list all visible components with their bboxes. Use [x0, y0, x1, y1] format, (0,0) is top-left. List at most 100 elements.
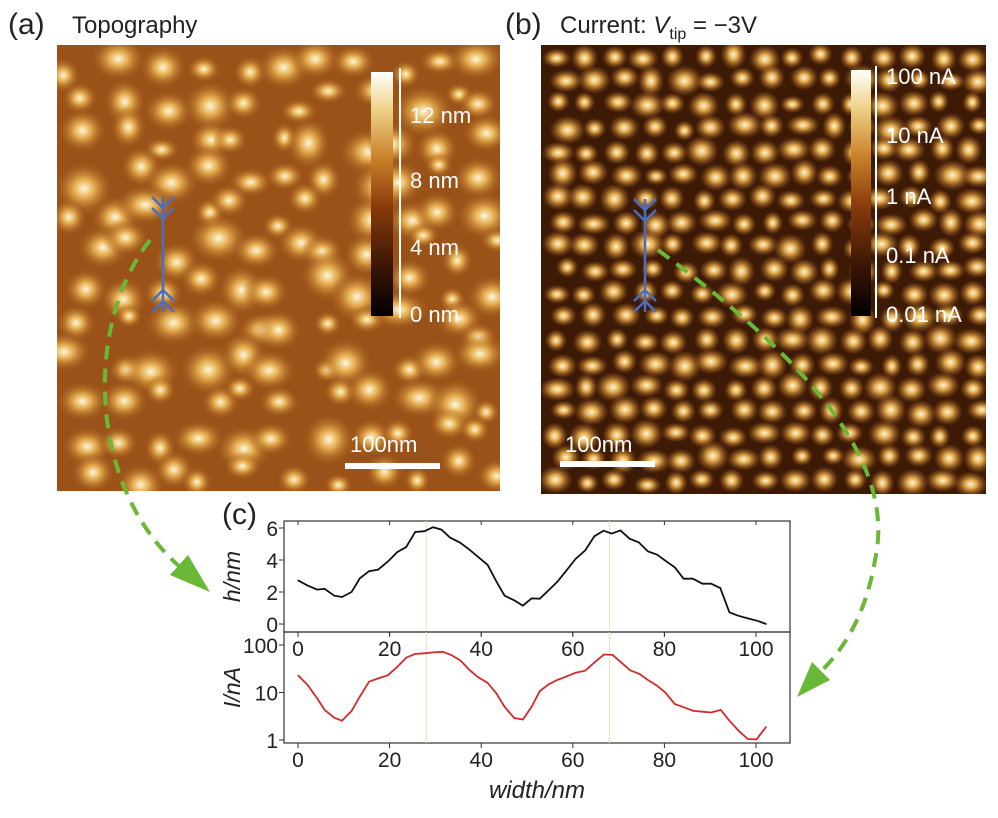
- data-point: [603, 653, 605, 656]
- surface-feature: [693, 348, 729, 375]
- surface-feature: [637, 64, 665, 97]
- data-point: [728, 611, 731, 613]
- surface-feature: [659, 92, 686, 115]
- data-point: [701, 711, 704, 713]
- surface-feature: [90, 45, 146, 81]
- surface-feature: [731, 212, 757, 236]
- surface-feature: [541, 377, 576, 402]
- x-tick-label: 60: [561, 638, 584, 661]
- data-point: [405, 657, 407, 659]
- colorbar-b-tick: 0.01 nA: [886, 302, 962, 327]
- surface-feature: [720, 45, 747, 70]
- y-tick-label: 4: [266, 550, 278, 573]
- surface-feature: [184, 144, 233, 187]
- surface-feature: [758, 113, 785, 138]
- data-point: [728, 720, 731, 722]
- surface-feature: [905, 399, 937, 429]
- data-point: [692, 578, 694, 580]
- surface-feature: [839, 45, 864, 70]
- surface-feature: [758, 64, 786, 91]
- surface-feature: [699, 258, 729, 282]
- surface-feature: [547, 157, 578, 190]
- surface-feature: [953, 187, 986, 215]
- surface-feature: [641, 258, 665, 280]
- y-tick-label: 6: [266, 518, 278, 541]
- surface-feature: [808, 277, 838, 304]
- surface-feature: [392, 85, 455, 138]
- data-point: [612, 654, 614, 656]
- surface-feature: [907, 158, 931, 186]
- surface-feature: [932, 303, 964, 327]
- data-point: [316, 697, 318, 700]
- surface-feature: [776, 136, 812, 162]
- data-point: [574, 672, 577, 674]
- surface-feature: [925, 468, 960, 493]
- surface-feature: [602, 232, 630, 261]
- surface-feature: [573, 143, 599, 165]
- surface-feature: [576, 355, 608, 377]
- surface-feature: [848, 356, 875, 377]
- surface-feature: [966, 399, 986, 421]
- surface-feature: [747, 421, 782, 445]
- surface-feature: [610, 163, 643, 189]
- data-point: [574, 558, 577, 560]
- surface-feature: [287, 181, 323, 215]
- surface-feature: [790, 158, 819, 187]
- surface-feature: [903, 115, 933, 138]
- surface-feature: [727, 354, 764, 379]
- data-point: [467, 548, 469, 550]
- surface-feature: [877, 443, 902, 469]
- surface-feature: [808, 188, 838, 210]
- surface-feature: [807, 374, 834, 402]
- surface-feature: [928, 90, 950, 113]
- surface-feature: [243, 273, 289, 311]
- y-tick-label: 100: [243, 635, 278, 658]
- surface-feature: [188, 298, 244, 343]
- surface-feature: [139, 45, 187, 90]
- surface-feature: [899, 282, 929, 308]
- surface-feature: [605, 328, 629, 351]
- surface-feature: [875, 67, 904, 93]
- surface-feature: [181, 466, 213, 491]
- surface-feature: [224, 86, 263, 120]
- scalebar-b: [560, 461, 655, 467]
- chevron-icon: [151, 207, 175, 221]
- height-series: [297, 526, 767, 625]
- surface-feature: [212, 124, 248, 155]
- surface-feature: [843, 468, 868, 491]
- data-point: [620, 662, 622, 664]
- surface-feature: [892, 137, 926, 163]
- surface-feature: [223, 375, 256, 402]
- surface-feature: [549, 115, 586, 145]
- surface-feature: [548, 69, 584, 93]
- data-point: [396, 666, 398, 668]
- data-point: [710, 583, 712, 585]
- surface-feature: [406, 222, 440, 249]
- surface-feature: [98, 426, 139, 460]
- data-point: [629, 669, 632, 672]
- surface-feature: [100, 380, 149, 422]
- panel-b-label: (b): [505, 8, 542, 41]
- surface-feature: [726, 447, 761, 471]
- title-sub: tip: [669, 25, 687, 43]
- surface-feature: [928, 188, 953, 215]
- surface-feature: [908, 207, 939, 233]
- surface-feature: [936, 112, 966, 140]
- surface-feature: [721, 139, 751, 168]
- data-point: [350, 591, 353, 593]
- surface-feature: [962, 210, 986, 238]
- colorbar-b: [851, 70, 871, 316]
- colorbar-b-tick: 1 nA: [886, 184, 932, 209]
- data-point: [701, 583, 704, 585]
- colorbar-b-tick: 10 nA: [886, 123, 944, 148]
- surface-feature: [905, 351, 931, 377]
- surface-feature: [964, 353, 986, 381]
- data-point: [539, 598, 541, 600]
- surface-feature: [786, 114, 820, 136]
- surface-feature: [580, 260, 610, 283]
- surface-feature: [232, 231, 281, 270]
- surface-feature: [634, 140, 660, 167]
- surface-feature: [428, 407, 470, 441]
- surface-feature: [452, 333, 500, 374]
- data-point: [665, 560, 667, 562]
